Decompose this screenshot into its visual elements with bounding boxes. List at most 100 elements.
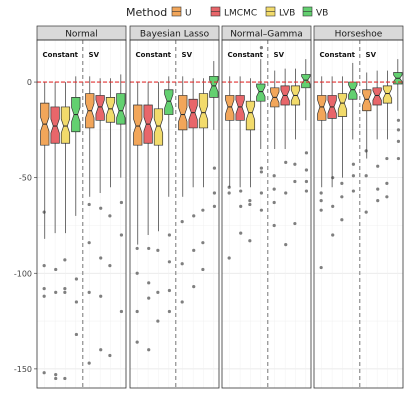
outlier-point: [192, 214, 196, 218]
outlier-point: [135, 246, 139, 251]
outlier-point: [284, 242, 288, 247]
outlier-point: [63, 290, 67, 294]
outlier-point: [319, 208, 323, 212]
box-lmcmc: [372, 87, 382, 106]
box-vb: [256, 83, 266, 102]
box-lvb: [245, 100, 256, 131]
outlier-point: [248, 239, 252, 243]
group-label-sv: SV: [274, 51, 285, 59]
outlier-point: [385, 156, 389, 161]
outlier-point: [147, 246, 151, 251]
outlier-point: [376, 199, 380, 203]
outlier-point: [304, 179, 309, 184]
legend-title: Method: [126, 6, 167, 19]
box-vb: [348, 81, 358, 100]
outlier-point: [135, 309, 139, 314]
outlier-point: [180, 262, 184, 266]
outlier-point: [87, 361, 91, 365]
panel-border: [221, 39, 312, 389]
outlier-point: [192, 285, 196, 289]
outlier-point: [167, 260, 172, 264]
outlier-point: [396, 139, 401, 143]
box-lvb: [153, 108, 164, 146]
outlier-point: [364, 149, 368, 153]
outlier-point: [227, 191, 231, 195]
outlier-point: [42, 264, 46, 268]
outlier-point: [293, 162, 297, 166]
outlier-point: [99, 206, 103, 210]
outlier-point: [74, 300, 79, 304]
outlier-point: [385, 181, 389, 186]
outlier-point: [212, 191, 217, 195]
group-label-constant: Constant: [136, 51, 172, 59]
legend-label-lmcmc: LMCMC: [224, 9, 257, 19]
outlier-point: [63, 286, 67, 291]
box-u: [133, 104, 143, 146]
outlier-point: [119, 309, 124, 314]
outlier-point: [340, 195, 344, 199]
outlier-point: [239, 189, 243, 193]
outlier-point: [201, 267, 205, 272]
outlier-point: [63, 258, 67, 262]
outlier-point: [108, 264, 112, 268]
box-lvb: [382, 85, 393, 104]
outlier-point: [284, 191, 288, 195]
outlier-point: [259, 191, 264, 195]
y-tick-label: 0: [27, 78, 32, 87]
outlier-point: [304, 168, 309, 172]
outlier-point: [147, 348, 151, 352]
outlier-point: [54, 290, 58, 294]
box-lvb: [105, 97, 116, 123]
outlier-point: [259, 46, 264, 50]
y-tick-label: -150: [14, 365, 32, 374]
panel-border: [313, 39, 404, 389]
box-lvb: [60, 106, 71, 144]
panel-title: Normal: [65, 30, 98, 40]
outlier-point: [376, 164, 380, 168]
legend-label-lvb: LVB: [279, 9, 295, 19]
outlier-point: [135, 271, 139, 275]
outlier-point: [319, 199, 323, 203]
outlier-point: [293, 221, 297, 226]
y-tick-label: -50: [19, 174, 32, 183]
outlier-point: [42, 210, 46, 214]
outlier-point: [331, 233, 335, 237]
outlier-point: [259, 170, 264, 174]
outlier-point: [180, 220, 184, 224]
group-label-constant: Constant: [228, 51, 264, 59]
outlier-point: [156, 319, 160, 323]
outlier-point: [147, 281, 151, 285]
box-lvb: [198, 93, 209, 129]
box-vb: [116, 93, 126, 125]
outlier-point: [351, 174, 356, 178]
outlier-point: [272, 223, 276, 228]
y-tick-label: -100: [14, 269, 32, 278]
outlier-point: [227, 185, 231, 189]
outlier-point: [42, 286, 46, 291]
outlier-point: [376, 187, 380, 191]
outlier-point: [239, 231, 243, 235]
outlier-point: [201, 208, 205, 212]
outlier-point: [74, 332, 79, 337]
box-lmcmc: [188, 98, 198, 129]
outlier-point: [54, 373, 58, 377]
box-vb: [164, 89, 174, 115]
legend-label-vb: VB: [316, 9, 328, 19]
outlier-point: [74, 277, 79, 281]
outlier-point: [364, 174, 368, 178]
outlier-point: [99, 256, 103, 260]
box-u: [178, 95, 188, 131]
outlier-point: [364, 210, 368, 214]
outlier-point: [167, 288, 172, 293]
outlier-point: [227, 256, 231, 260]
outlier-point: [54, 267, 58, 272]
panel-title: Bayesian Lasso: [140, 30, 210, 40]
box-lmcmc: [235, 95, 245, 121]
outlier-point: [167, 233, 172, 237]
outlier-point: [212, 166, 217, 170]
outlier-point: [340, 218, 344, 222]
outlier-point: [108, 353, 112, 358]
outlier-point: [135, 340, 139, 344]
panel-background: [130, 40, 219, 388]
